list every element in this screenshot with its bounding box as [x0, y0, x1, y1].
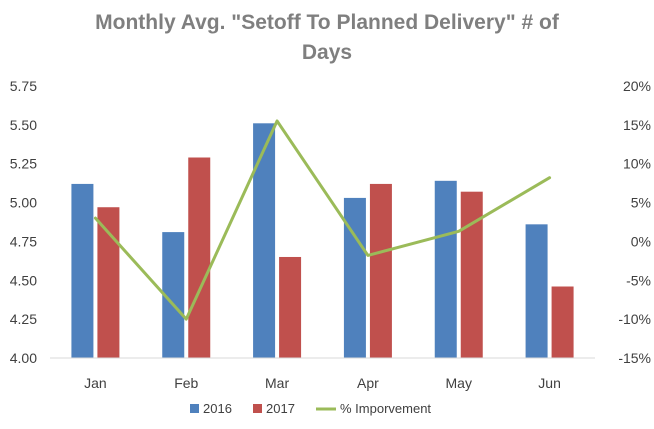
left-axis-tick-label: 5.25	[10, 156, 37, 172]
legend: 2016 2017 % Imporvement	[190, 401, 431, 416]
left-axis-tick-label: 4.50	[10, 272, 37, 288]
bar-2017-Jun	[551, 286, 574, 358]
right-axis-tick-label: -15%	[618, 350, 651, 366]
left-axis-ticks: 4.00 4.25 4.50 4.75 5.00 5.25 5.50 5.75	[10, 78, 37, 366]
chart-title: Monthly Avg. "Setoff To Planned Delivery…	[0, 8, 654, 68]
left-axis-tick-label: 4.00	[10, 350, 37, 366]
x-axis-tick-label: Jun	[538, 375, 561, 391]
left-axis-tick-label: 5.50	[10, 117, 37, 133]
bar-2016-Jan	[71, 183, 94, 358]
line-series	[93, 119, 552, 321]
bar-2017-Apr	[369, 183, 392, 358]
right-axis-tick-label: 10%	[623, 156, 651, 172]
chart-title-line1: Monthly Avg. "Setoff To Planned Delivery…	[95, 11, 559, 34]
bar-2017-May	[460, 191, 483, 358]
left-axis-tick-label: 4.25	[10, 311, 37, 327]
right-axis-ticks: -15% -10% -5% 0% 5% 10% 15% 20%	[618, 78, 651, 366]
right-axis-tick-label: 5%	[631, 195, 651, 211]
right-axis-tick-label: 0%	[631, 233, 651, 249]
right-axis-tick-label: 15%	[623, 117, 651, 133]
legend-label: 2017	[266, 401, 295, 416]
right-axis-tick-label: -10%	[618, 311, 651, 327]
bar-2016-Jun	[525, 224, 548, 358]
bar-series	[71, 123, 574, 358]
bar-2017-Jan	[97, 207, 120, 358]
x-axis-tick-label: Apr	[357, 375, 379, 391]
x-axis-ticks: Jan Feb Mar Apr May Jun	[84, 375, 561, 391]
x-axis-tick-label: May	[446, 375, 472, 391]
line--imporvement	[93, 119, 552, 321]
right-axis-tick-label: 20%	[623, 78, 651, 94]
bar-2016-Apr	[343, 197, 366, 358]
left-axis-tick-label: 5.00	[10, 195, 37, 211]
bar-2016-May	[434, 180, 457, 358]
x-axis-tick-label: Feb	[174, 375, 198, 391]
bar-2016-Mar	[253, 123, 276, 358]
left-axis-tick-label: 4.75	[10, 233, 37, 249]
x-axis-tick-label: Jan	[84, 375, 107, 391]
left-axis-tick-label: 5.75	[10, 78, 37, 94]
legend-swatch	[253, 404, 262, 413]
x-axis-tick-label: Mar	[265, 375, 289, 391]
right-axis-tick-label: -5%	[626, 272, 651, 288]
legend-swatch	[190, 404, 199, 413]
legend-label: 2016	[203, 401, 232, 416]
legend-label: % Imporvement	[340, 401, 431, 416]
bar-2017-Mar	[279, 256, 302, 358]
bar-2017-Feb	[188, 157, 211, 358]
chart-title-line2: Days	[301, 41, 353, 64]
bar-2016-Feb	[162, 232, 185, 358]
